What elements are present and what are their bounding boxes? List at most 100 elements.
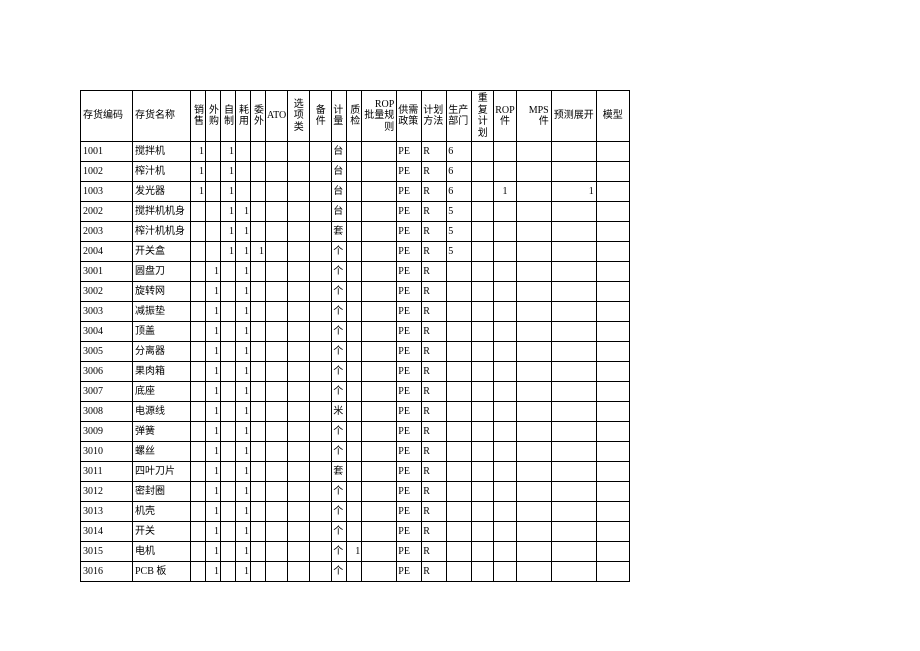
cell-unit: 个: [332, 262, 347, 282]
cell-make: [221, 342, 236, 362]
cell-consume: 1: [236, 502, 251, 522]
col-header-mps: MPS 件: [516, 91, 551, 142]
cell-outsrc: [251, 302, 266, 322]
cell-rop_rule: [362, 282, 397, 302]
cell-qc: [347, 422, 362, 442]
cell-code: 3006: [81, 362, 133, 382]
cell-opt: [288, 282, 310, 302]
cell-spare: [310, 442, 332, 462]
cell-spare: [310, 382, 332, 402]
cell-consume: 1: [236, 302, 251, 322]
cell-code: 3016: [81, 562, 133, 582]
cell-make: [221, 502, 236, 522]
cell-qc: 1: [347, 542, 362, 562]
cell-forecast: [551, 162, 596, 182]
cell-replan: [472, 282, 494, 302]
cell-forecast: [551, 462, 596, 482]
cell-rop_rule: [362, 422, 397, 442]
table-row: 3001圆盘刀11个PER: [81, 262, 630, 282]
cell-policy: PE: [397, 222, 422, 242]
cell-replan: [472, 542, 494, 562]
cell-mps: [516, 142, 551, 162]
cell-dept: 6: [447, 182, 472, 202]
cell-mps: [516, 522, 551, 542]
cell-unit: 米: [332, 402, 347, 422]
cell-policy: PE: [397, 242, 422, 262]
cell-name: 密封圈: [133, 482, 191, 502]
cell-purchase: 1: [206, 262, 221, 282]
cell-policy: PE: [397, 322, 422, 342]
cell-consume: 1: [236, 542, 251, 562]
cell-rop_part: [494, 142, 516, 162]
cell-consume: 1: [236, 362, 251, 382]
cell-sale: [191, 342, 206, 362]
cell-sale: [191, 242, 206, 262]
cell-forecast: [551, 322, 596, 342]
cell-forecast: [551, 442, 596, 462]
cell-forecast: [551, 482, 596, 502]
cell-purchase: 1: [206, 282, 221, 302]
cell-unit: 台: [332, 142, 347, 162]
cell-make: [221, 462, 236, 482]
cell-forecast: [551, 202, 596, 222]
cell-code: 3002: [81, 282, 133, 302]
cell-forecast: [551, 222, 596, 242]
cell-policy: PE: [397, 302, 422, 322]
cell-sale: [191, 222, 206, 242]
cell-opt: [288, 522, 310, 542]
cell-sale: 1: [191, 182, 206, 202]
cell-policy: PE: [397, 202, 422, 222]
cell-qc: [347, 242, 362, 262]
cell-purchase: [206, 202, 221, 222]
cell-replan: [472, 182, 494, 202]
cell-qc: [347, 462, 362, 482]
cell-policy: PE: [397, 522, 422, 542]
cell-unit: 个: [332, 302, 347, 322]
cell-policy: PE: [397, 282, 422, 302]
cell-dept: [447, 362, 472, 382]
cell-forecast: [551, 502, 596, 522]
cell-rop_part: [494, 322, 516, 342]
col-header-code: 存货编码: [81, 91, 133, 142]
cell-consume: 1: [236, 462, 251, 482]
cell-ato: [266, 542, 288, 562]
cell-model: [596, 502, 629, 522]
cell-method: R: [422, 342, 447, 362]
cell-model: [596, 242, 629, 262]
cell-method: R: [422, 222, 447, 242]
cell-policy: PE: [397, 182, 422, 202]
cell-rop_part: [494, 342, 516, 362]
cell-method: R: [422, 322, 447, 342]
table-row: 3010螺丝11个PER: [81, 442, 630, 462]
cell-name: PCB 板: [133, 562, 191, 582]
cell-make: [221, 262, 236, 282]
cell-outsrc: [251, 382, 266, 402]
cell-method: R: [422, 142, 447, 162]
cell-replan: [472, 302, 494, 322]
cell-model: [596, 162, 629, 182]
cell-unit: 套: [332, 222, 347, 242]
cell-policy: PE: [397, 482, 422, 502]
cell-rop_part: [494, 542, 516, 562]
cell-code: 1001: [81, 142, 133, 162]
cell-mps: [516, 222, 551, 242]
cell-name: 减振垫: [133, 302, 191, 322]
cell-rop_part: [494, 402, 516, 422]
cell-ato: [266, 402, 288, 422]
cell-opt: [288, 342, 310, 362]
cell-qc: [347, 202, 362, 222]
cell-replan: [472, 442, 494, 462]
cell-mps: [516, 462, 551, 482]
cell-spare: [310, 242, 332, 262]
cell-rop_rule: [362, 322, 397, 342]
cell-outsrc: [251, 542, 266, 562]
cell-opt: [288, 142, 310, 162]
cell-dept: [447, 502, 472, 522]
cell-policy: PE: [397, 422, 422, 442]
cell-purchase: 1: [206, 502, 221, 522]
cell-name: 螺丝: [133, 442, 191, 462]
cell-opt: [288, 462, 310, 482]
cell-replan: [472, 402, 494, 422]
cell-opt: [288, 402, 310, 422]
cell-code: 2002: [81, 202, 133, 222]
